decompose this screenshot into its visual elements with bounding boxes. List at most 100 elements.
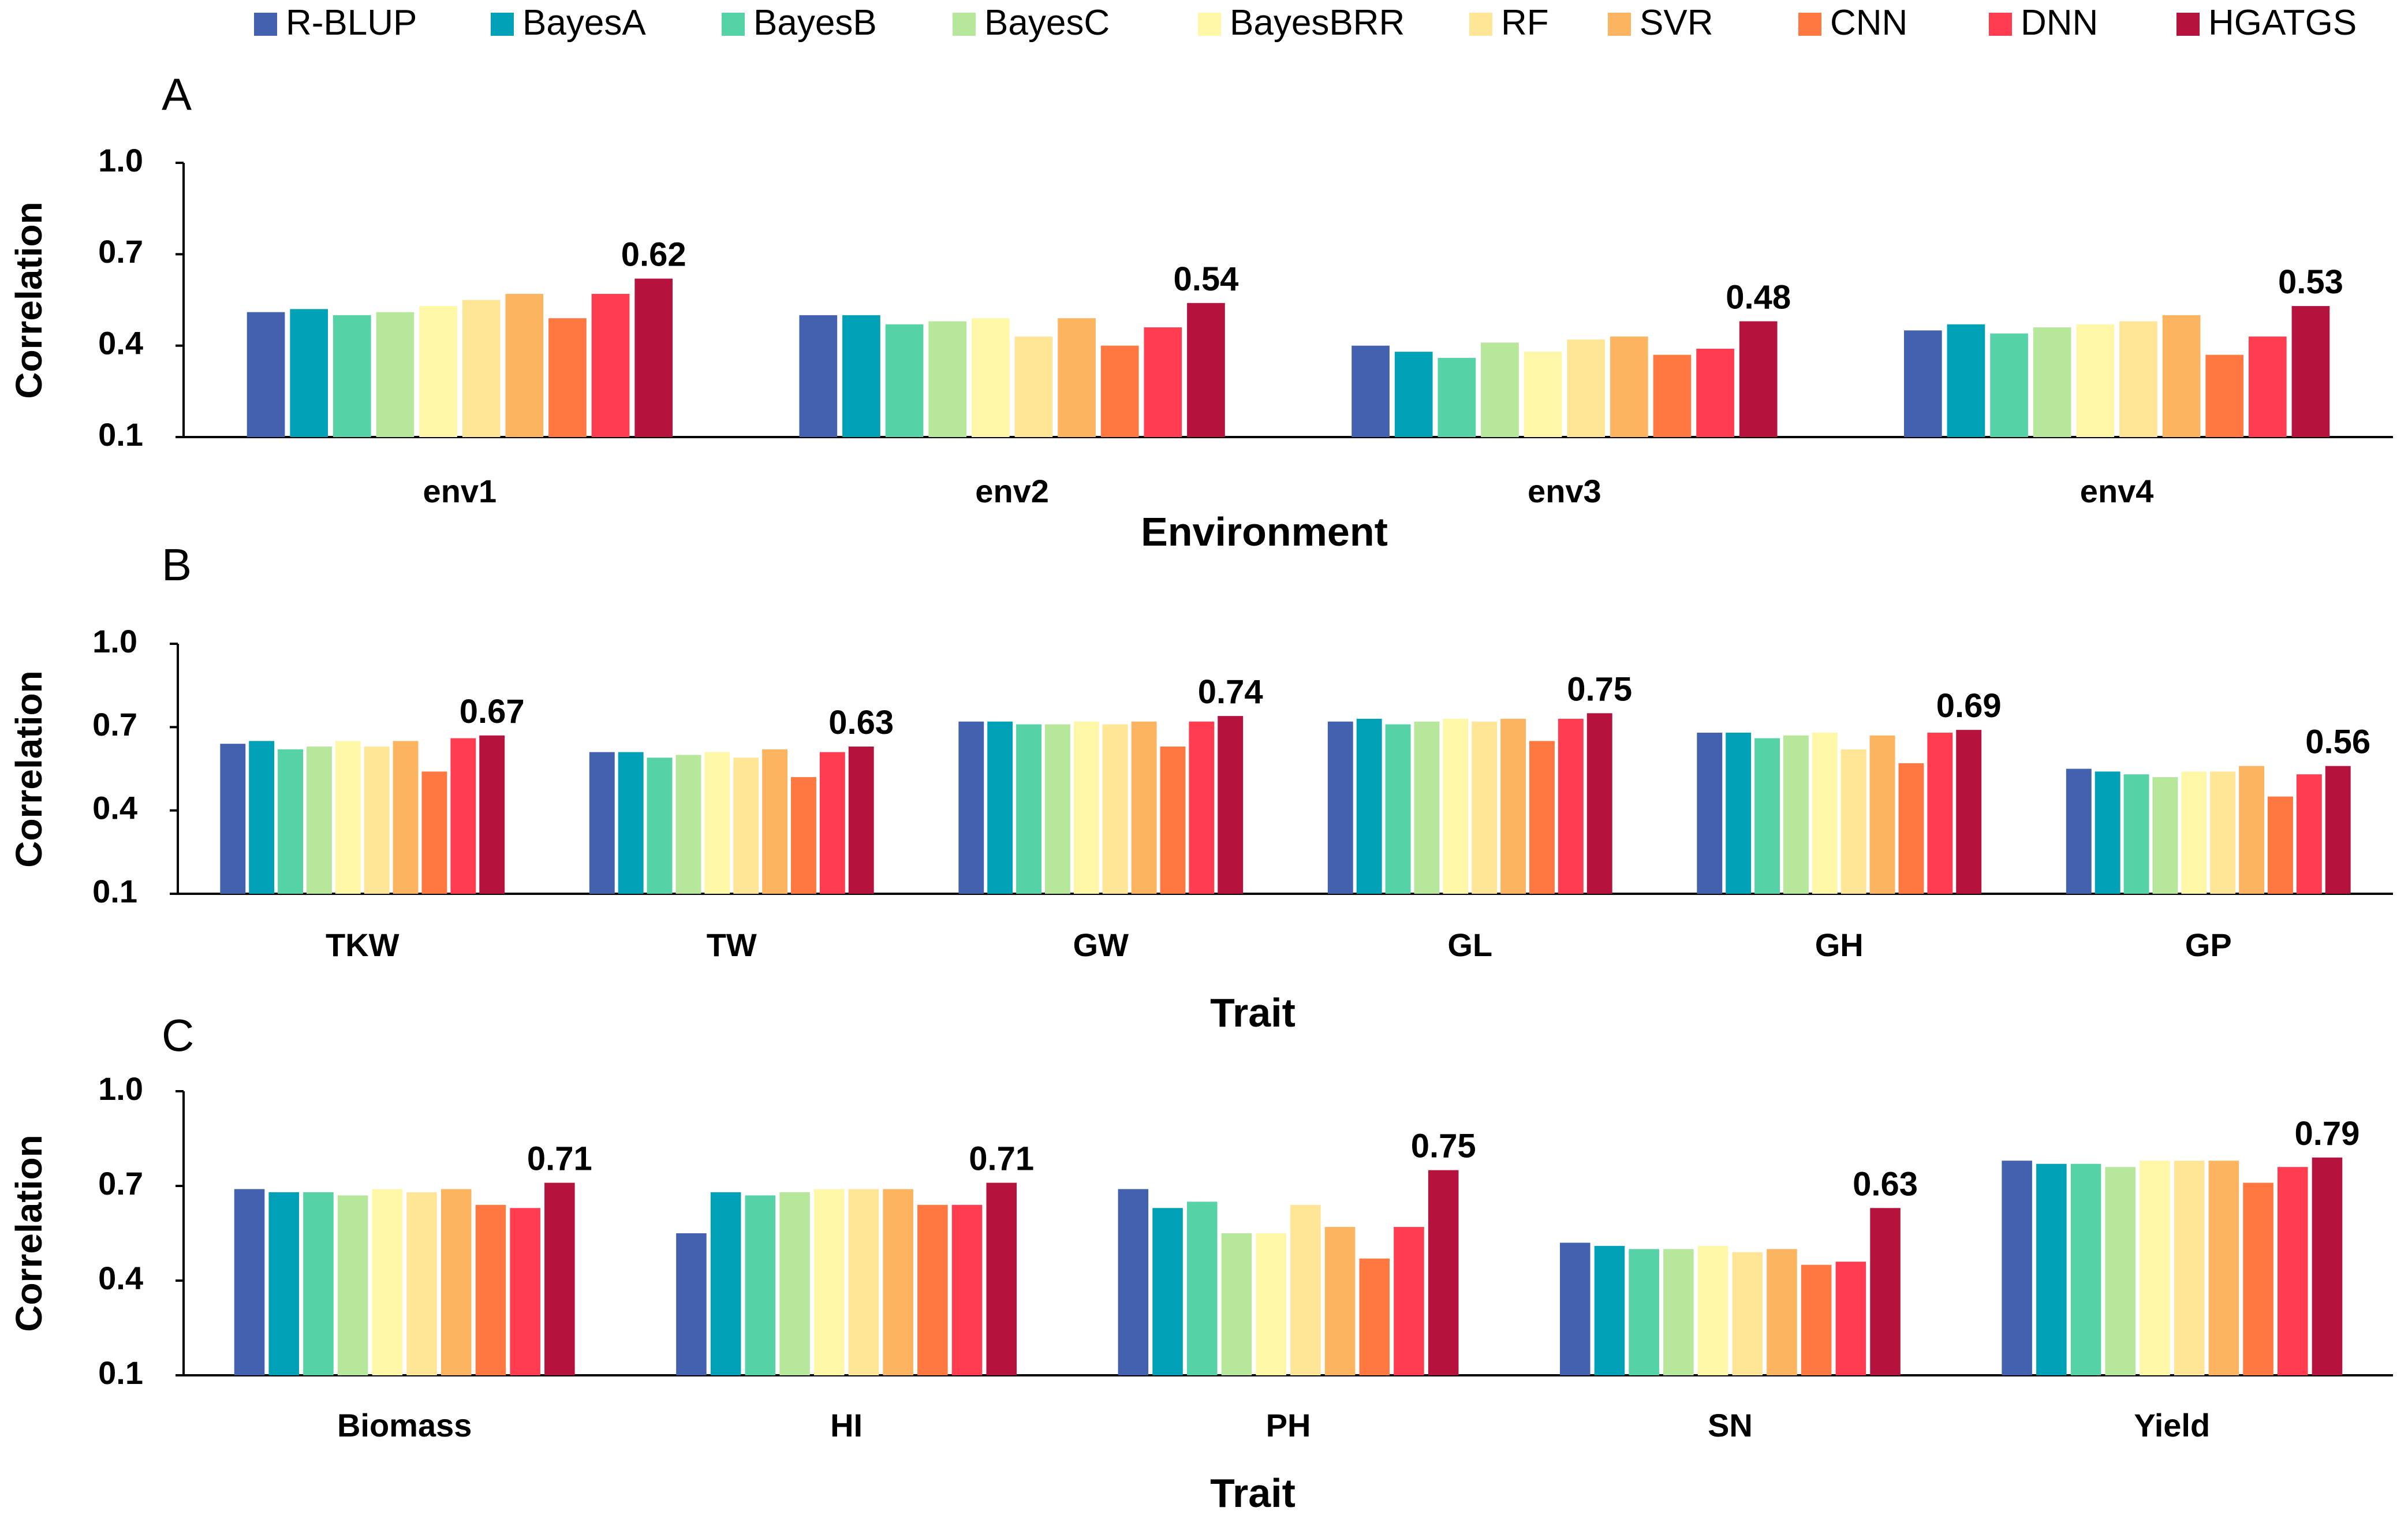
bar-svr-biomass [440, 1189, 472, 1375]
bar-cnn-sn [1801, 1264, 1832, 1375]
bar-dnn-env2 [1144, 327, 1182, 437]
panel-a: A Correlation Environment 0.10.40.71.00.… [8, 69, 2393, 554]
bar-cnn-env4 [2205, 355, 2244, 437]
bar-bayesbrr-gw [1073, 721, 1099, 894]
bar-cnn-env1 [548, 318, 587, 437]
y-tick-label: 0.7 [92, 706, 137, 743]
y-tick-label: 0.1 [98, 416, 143, 453]
bar-cnn-tw [791, 777, 816, 894]
x-axis-label-a: Environment [1141, 509, 1388, 554]
legend-label-cnn: CNN [1830, 3, 1907, 43]
bar-bayesb-ph [1186, 1202, 1218, 1375]
bar-r-blup-tkw [220, 744, 246, 894]
bar-bayesc-ph [1221, 1233, 1252, 1375]
bar-svr-env1 [505, 293, 544, 437]
bar-bayesbrr-hi [813, 1189, 845, 1375]
bar-dnn-ph [1394, 1227, 1424, 1375]
bar-bayesbrr-env1 [419, 306, 457, 437]
x-tick-label-hi: HI [830, 1407, 863, 1443]
x-tick-label-env2: env2 [975, 473, 1049, 509]
y-tick-label: 0.4 [92, 789, 137, 826]
data-label-hgatgs-tkw: 0.67 [460, 693, 525, 730]
bar-bayesbrr-gp [2181, 771, 2207, 894]
legend-label-bayesbrr: BayesBRR [1230, 3, 1405, 43]
x-axis-label-b: Trait [1210, 990, 1296, 1035]
bar-bayesb-gh [1754, 738, 1780, 894]
x-tick-label-tw: TW [707, 927, 757, 963]
y-axis-label-c: Correlation [8, 1135, 50, 1331]
bar-rf-env4 [2119, 321, 2157, 437]
bar-rf-hi [848, 1189, 879, 1375]
plot-area-b: 0.1 0.4 0.7 1.0 0.67 TKW 0.63 TW 0.74 GW 0.75 GL 0.6… [92, 623, 2393, 963]
bar-bayesc-hi [779, 1192, 810, 1375]
legend-swatch-bayesbrr [1198, 13, 1221, 36]
panel-label-a: A [162, 69, 192, 120]
bar-r-blup-yield [2002, 1161, 2032, 1375]
bar-svr-env3 [1610, 336, 1648, 437]
bar-bayesb-env1 [333, 315, 371, 437]
legend-label-r-blup: R-BLUP [286, 3, 417, 43]
bar-bayesa-hi [710, 1192, 741, 1375]
legend-swatch-cnn [1798, 13, 1821, 36]
legend-swatch-rf [1469, 13, 1492, 36]
y-tick-label: 1.0 [98, 1070, 143, 1107]
legend-label-bayesb: BayesB [753, 3, 877, 43]
data-label-hgatgs-env1: 0.62 [621, 236, 686, 274]
bar-bayesa-gl [1356, 718, 1382, 894]
bar-r-blup-env1 [247, 312, 285, 437]
bar-r-blup-gp [2066, 768, 2092, 894]
bar-hgatgs-hi [986, 1182, 1017, 1375]
bar-r-blup-gl [1327, 721, 1353, 894]
x-tick-label-env3: env3 [1528, 473, 1601, 509]
bar-cnn-gh [1898, 763, 1924, 894]
bar-cnn-biomass [475, 1204, 506, 1375]
bar-dnn-tkw [450, 738, 476, 894]
bar-rf-sn [1732, 1252, 1763, 1375]
bar-cnn-hi [917, 1204, 948, 1375]
y-axis-label-b: Correlation [8, 670, 50, 867]
bar-dnn-gw [1189, 721, 1215, 894]
bar-rf-ph [1290, 1204, 1321, 1375]
bar-rf-biomass [406, 1192, 437, 1375]
bar-svr-gp [2239, 766, 2265, 894]
bar-bayesc-gl [1414, 721, 1440, 894]
bar-cnn-gw [1160, 747, 1186, 894]
bar-rf-gw [1102, 724, 1128, 894]
bar-cnn-gp [2268, 796, 2293, 894]
bar-r-blup-env4 [1903, 330, 1942, 437]
y-tick-label: 0.1 [98, 1355, 143, 1391]
bar-hgatgs-gh [1956, 730, 1982, 894]
bar-hgatgs-gp [2325, 766, 2351, 894]
bar-rf-gp [2210, 771, 2236, 894]
bar-bayesb-env2 [885, 324, 924, 437]
bar-cnn-tkw [421, 771, 447, 894]
bar-dnn-env4 [2248, 336, 2287, 437]
bar-r-blup-env2 [799, 315, 838, 437]
bar-hgatgs-ph [1428, 1170, 1459, 1375]
bar-cnn-ph [1359, 1258, 1390, 1375]
bar-svr-ph [1324, 1227, 1356, 1375]
data-label-hgatgs-gw: 0.74 [1198, 673, 1263, 711]
y-tick-label: 1.0 [98, 142, 143, 178]
bar-dnn-tw [819, 752, 845, 894]
bar-bayesa-yield [2036, 1163, 2067, 1375]
x-tick-label-gp: GP [2185, 927, 2232, 963]
bar-bayesb-env4 [1990, 333, 2028, 437]
data-label-hgatgs-gp: 0.56 [2305, 723, 2370, 761]
bar-svr-gw [1131, 721, 1157, 894]
legend-label-bayesa: BayesA [522, 3, 646, 43]
bar-hgatgs-tkw [479, 735, 505, 894]
x-tick-label-ph: PH [1266, 1407, 1311, 1443]
y-tick-label: 0.7 [98, 1165, 143, 1202]
bar-bayesc-biomass [337, 1195, 368, 1375]
bar-r-blup-gw [958, 721, 984, 894]
legend: R-BLUP BayesA BayesB BayesC BayesBRR RF SVR CNN… [254, 3, 2357, 43]
legend-swatch-bayesc [953, 13, 976, 36]
bar-bayesb-yield [2070, 1163, 2101, 1375]
x-tick-label-gw: GW [1073, 927, 1129, 963]
bar-bayesc-gw [1044, 724, 1070, 894]
data-label-hgatgs-env4: 0.53 [2278, 263, 2343, 301]
bar-bayesbrr-tw [704, 752, 730, 894]
y-tick-label: 0.7 [98, 233, 143, 270]
